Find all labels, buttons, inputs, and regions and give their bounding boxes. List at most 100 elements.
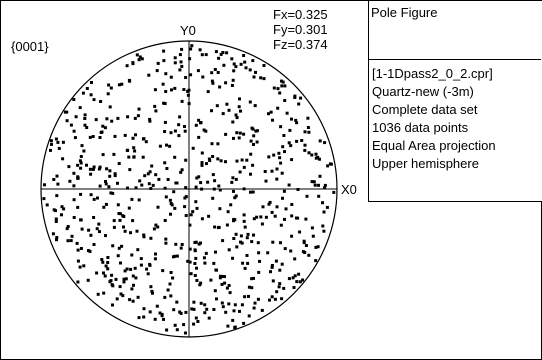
data-point — [138, 179, 142, 183]
data-point — [120, 244, 124, 248]
data-point — [207, 316, 211, 320]
data-point — [281, 145, 285, 149]
data-point — [164, 90, 168, 93]
data-point — [102, 291, 106, 295]
data-point — [216, 226, 220, 230]
data-point — [127, 78, 131, 82]
data-point — [275, 290, 279, 294]
data-point — [242, 187, 246, 191]
data-point — [180, 64, 184, 68]
data-point — [121, 214, 125, 218]
data-point — [258, 259, 261, 263]
data-point — [240, 303, 244, 307]
data-point — [142, 235, 146, 239]
data-point — [161, 82, 165, 86]
data-point — [291, 276, 295, 280]
data-point — [317, 183, 320, 187]
data-point — [227, 248, 231, 252]
data-point — [79, 161, 83, 165]
data-point — [171, 276, 175, 280]
data-point — [290, 158, 294, 162]
data-point — [290, 214, 294, 218]
data-point — [154, 173, 158, 177]
data-point — [237, 136, 241, 140]
data-point — [82, 264, 86, 268]
data-point — [66, 239, 70, 243]
data-point — [214, 50, 218, 54]
data-point — [248, 68, 252, 72]
data-point — [165, 167, 169, 170]
info-panel: [1-1Dpass2_0_2.cpr] Quartz-new (-3m) Com… — [368, 1, 542, 202]
data-point — [61, 140, 65, 144]
data-point — [230, 57, 234, 61]
data-point — [108, 174, 112, 178]
data-point — [194, 256, 198, 260]
data-point — [179, 246, 183, 250]
data-point — [191, 146, 195, 150]
data-point — [95, 227, 99, 231]
data-point — [215, 297, 218, 301]
data-point — [81, 91, 85, 95]
data-point — [310, 153, 314, 157]
info-line-count: 1036 data points — [372, 120, 469, 135]
data-point — [109, 191, 113, 195]
data-point — [278, 268, 282, 272]
data-point — [108, 105, 112, 109]
data-point — [186, 89, 190, 93]
data-point — [122, 280, 126, 284]
data-point — [212, 261, 216, 265]
data-point — [128, 168, 132, 172]
data-point — [227, 302, 231, 306]
data-point — [242, 321, 246, 325]
data-point — [130, 287, 134, 291]
y-axis-label: Y0 — [180, 23, 196, 38]
data-point — [112, 225, 116, 229]
data-point — [107, 185, 111, 189]
data-point — [240, 158, 244, 162]
data-point — [132, 155, 136, 159]
data-point — [318, 139, 322, 143]
data-point — [88, 135, 92, 139]
data-point — [76, 280, 80, 284]
data-point — [186, 93, 190, 97]
data-point — [209, 278, 213, 282]
data-point — [104, 180, 107, 183]
chart-title: Pole Figure — [371, 5, 438, 20]
data-point — [204, 53, 208, 57]
data-point — [235, 131, 239, 135]
data-point — [270, 169, 274, 173]
data-point — [255, 215, 259, 219]
data-point — [189, 272, 193, 276]
data-point — [177, 134, 181, 138]
data-point — [183, 125, 186, 128]
data-point — [283, 84, 287, 88]
data-point — [195, 176, 199, 180]
data-point — [229, 203, 233, 207]
data-point — [232, 237, 236, 240]
data-point — [119, 292, 123, 296]
data-point — [250, 240, 254, 244]
data-point — [272, 153, 276, 157]
data-point — [232, 309, 236, 313]
data-point — [65, 119, 69, 123]
data-point — [293, 257, 297, 261]
data-point — [163, 219, 167, 222]
data-point — [148, 170, 152, 174]
data-point — [174, 242, 178, 246]
data-point — [235, 159, 239, 163]
data-point — [165, 328, 169, 332]
data-point — [49, 148, 52, 152]
data-point — [104, 264, 108, 268]
pole-label: {0001} — [11, 39, 49, 54]
data-point — [194, 240, 198, 244]
data-point — [245, 236, 249, 240]
data-point — [260, 308, 264, 312]
data-point — [141, 155, 145, 159]
data-point — [148, 119, 152, 123]
data-point — [83, 117, 87, 120]
data-point — [303, 148, 307, 152]
data-point — [134, 186, 138, 190]
data-point — [111, 284, 115, 288]
data-point — [282, 286, 286, 290]
data-point — [228, 291, 232, 295]
